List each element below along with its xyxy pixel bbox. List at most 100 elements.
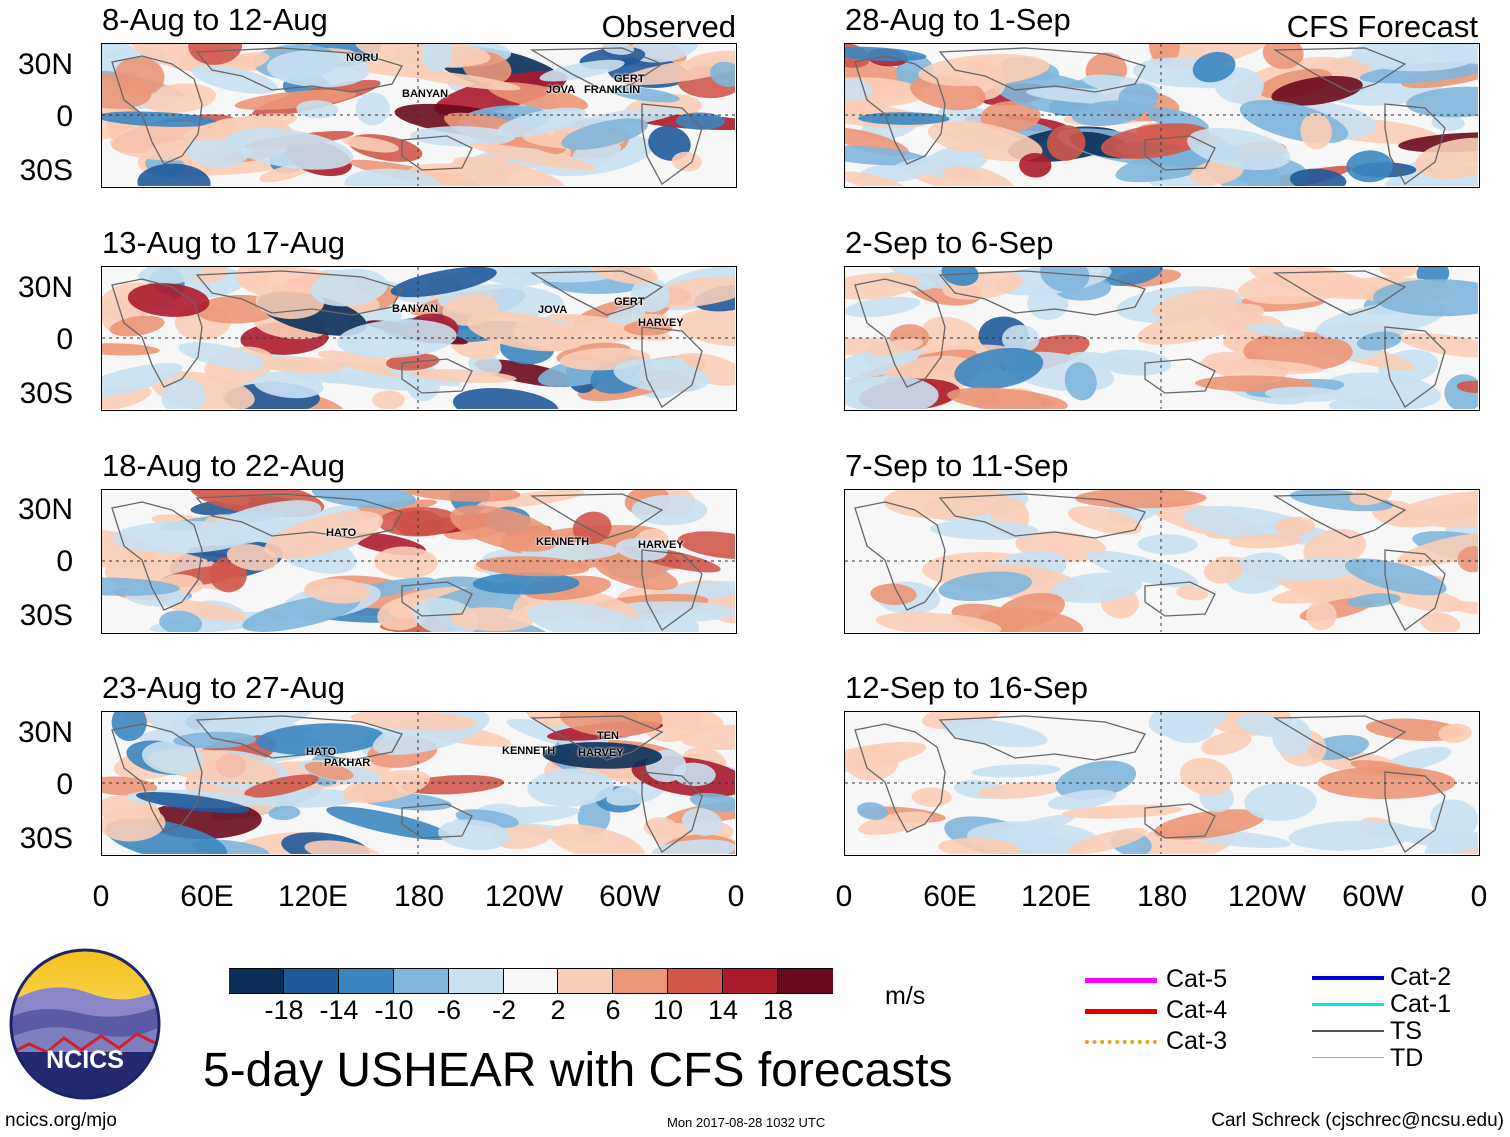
colorbar-tick-label: 6 [605, 995, 621, 1025]
colorbar-tick-label: 2 [550, 995, 566, 1025]
legend-line-cat3 [1085, 1040, 1157, 1044]
map-panel [101, 489, 737, 634]
storm-label: HARVEY [638, 317, 684, 329]
lat-label-30n: 30N [17, 716, 73, 749]
observed-panel-1-title: 8-Aug to 12-Aug [102, 2, 328, 37]
colorbar-cell [613, 969, 669, 993]
storm-label: HARVEY [578, 747, 624, 759]
colorbar-tick-label: 18 [762, 995, 794, 1025]
storm-label: HARVEY [638, 539, 684, 551]
lon-label: 120W [484, 880, 564, 913]
forecast-panel-2-title: 2-Sep to 6-Sep [845, 225, 1054, 260]
colorbar-tick-label: 14 [707, 995, 739, 1025]
lat-label-30n: 30N [17, 271, 73, 304]
lon-label: 0 [92, 880, 110, 913]
legend-line-td [1312, 1057, 1384, 1058]
colorbar-tick-label: 10 [652, 995, 684, 1025]
lon-label: 60W [599, 880, 661, 913]
footer-timestamp: Mon 2017-08-28 1032 UTC [667, 1115, 826, 1130]
ncics-logo: NCICS [9, 948, 161, 1100]
footer-credit: Carl Schreck (cjschrec@ncsu.edu) [1211, 1110, 1504, 1131]
legend-line-cat5 [1085, 978, 1157, 983]
lon-label: 60E [180, 880, 234, 913]
lon-label: 120E [1020, 880, 1092, 913]
colorbar-units: m/s [885, 982, 926, 1010]
colorbar-tick-label: -10 [374, 995, 414, 1025]
legend-label-cat1: Cat-1 [1390, 990, 1452, 1018]
storm-label: HATO [306, 746, 337, 758]
lon-label: 180 [393, 880, 445, 913]
colorbar-tick-label: -18 [264, 995, 304, 1025]
colorbar-cell [558, 969, 614, 993]
lon-label: 0 [835, 880, 853, 913]
footer-link[interactable]: ncics.org/mjo [5, 1110, 117, 1131]
map-panel [844, 266, 1480, 411]
colorbar-cell [283, 969, 339, 993]
lon-label: 0 [727, 880, 745, 913]
storm-label: HATO [326, 527, 357, 539]
lon-label: 180 [1136, 880, 1188, 913]
colorbar-tick-label: -14 [319, 995, 359, 1025]
lat-label-eq: 0 [56, 545, 73, 578]
storm-label: KENNETH [502, 745, 556, 757]
storm-label: BANYAN [392, 303, 439, 315]
legend-label-cat3: Cat-3 [1166, 1027, 1228, 1055]
observed-panel-2-title: 13-Aug to 17-Aug [102, 225, 346, 260]
lat-label-eq: 0 [56, 100, 73, 133]
logo-text: NCICS [46, 1046, 124, 1074]
legend-line-cat2 [1312, 976, 1384, 980]
lat-label-30n: 30N [17, 493, 73, 526]
legend-label-cat2: Cat-2 [1390, 963, 1452, 991]
lon-label: 60E [923, 880, 977, 913]
lat-label-eq: 0 [56, 768, 73, 801]
lon-label: 120W [1227, 880, 1307, 913]
legend-label-ts: TS [1390, 1017, 1422, 1045]
storm-label: GERT [614, 296, 645, 308]
lon-label: 60W [1342, 880, 1404, 913]
storm-label: PAKHAR [324, 757, 371, 769]
storm-label: JOVA [538, 304, 568, 316]
colorbar-cell [393, 969, 449, 993]
colorbar-cell [778, 969, 833, 993]
legend-label-cat4: Cat-4 [1166, 996, 1228, 1024]
colorbar-cell [503, 969, 559, 993]
observed-panel-4-title: 23-Aug to 27-Aug [102, 670, 346, 705]
colorbar-cell [668, 969, 724, 993]
storm-label: FRANKLIN [584, 84, 641, 96]
observed-panel-3-title: 18-Aug to 22-Aug [102, 448, 346, 483]
colorbar-cell [229, 969, 284, 993]
legend-line-cat4 [1085, 1009, 1157, 1014]
lon-label: 0 [1470, 880, 1488, 913]
legend-label-td: TD [1390, 1044, 1424, 1072]
lat-label-30n: 30N [17, 48, 73, 81]
legend-line-ts [1312, 1030, 1384, 1032]
legend-label-cat5: Cat-5 [1166, 965, 1228, 993]
storm-label: KENNETH [536, 536, 590, 548]
colorbar-cell [448, 969, 504, 993]
colorbar-cell [723, 969, 779, 993]
lat-label-30s: 30S [19, 154, 73, 187]
map-panel [844, 43, 1480, 188]
forecast-panel-1-title: 28-Aug to 1-Sep [845, 2, 1071, 37]
colorbar-tick-label: -6 [436, 995, 462, 1025]
lon-label: 120E [277, 880, 349, 913]
storm-label: TEN [597, 730, 619, 742]
lat-label-30s: 30S [19, 377, 73, 410]
colorbar-tick-label: -2 [491, 995, 517, 1025]
forecast-label: CFS Forecast [1286, 9, 1478, 44]
storm-label: NORU [346, 52, 379, 64]
forecast-panel-4-title: 12-Sep to 16-Sep [845, 670, 1089, 705]
main-title: 5-day USHEAR with CFS forecasts [203, 1044, 953, 1097]
map-panel [101, 43, 737, 188]
map-panel [101, 711, 737, 856]
forecast-panel-3-title: 7-Sep to 11-Sep [845, 448, 1069, 483]
colorbar-cell [338, 969, 394, 993]
map-panel [101, 266, 737, 411]
lat-label-30s: 30S [19, 822, 73, 855]
legend-line-cat1 [1312, 1003, 1384, 1006]
storm-label: BANYAN [402, 88, 449, 100]
storm-label: GERT [614, 73, 645, 85]
storm-label: JOVA [546, 84, 576, 96]
observed-label: Observed [601, 9, 736, 44]
lat-label-30s: 30S [19, 599, 73, 632]
